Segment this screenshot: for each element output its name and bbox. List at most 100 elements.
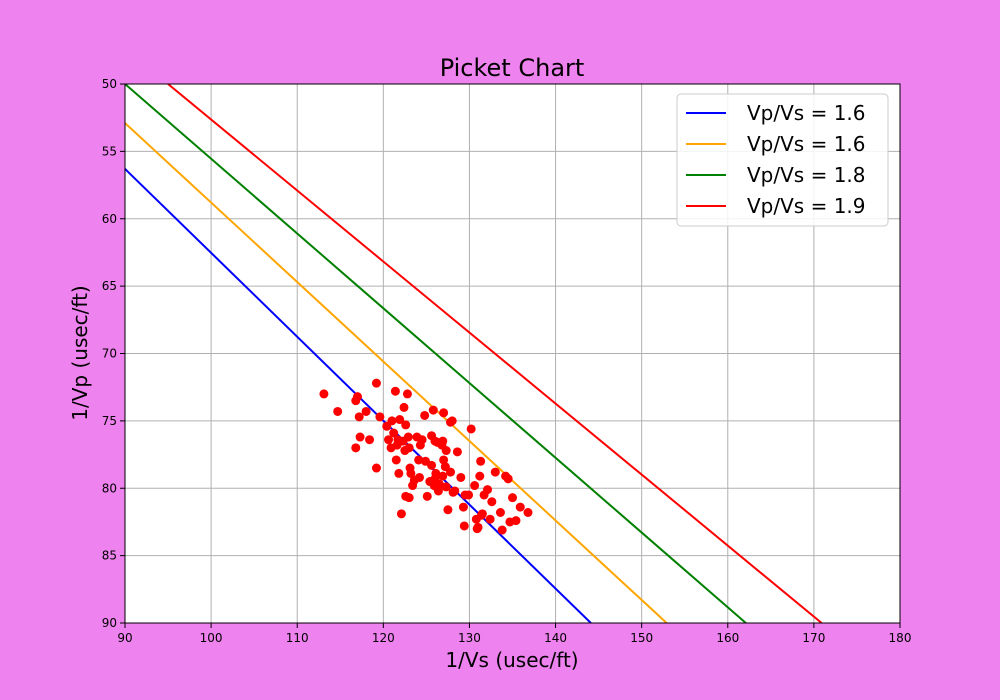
scatter-point: [441, 482, 451, 492]
scatter-point: [430, 474, 440, 484]
scatter-point: [515, 502, 525, 512]
scatter-point: [422, 491, 432, 501]
scatter-point: [466, 424, 476, 434]
scatter-point: [371, 378, 381, 388]
legend: Vp/Vs = 1.6 Vp/Vs = 1.6 Vp/Vs = 1.8 Vp/Vs =…: [676, 93, 889, 227]
scatter-point: [433, 486, 443, 496]
legend-label: Vp/Vs = 1.8: [747, 163, 866, 187]
scatter-point: [428, 405, 438, 415]
scatter-point: [441, 446, 451, 456]
scatter-point: [446, 467, 455, 477]
scatter-point: [394, 468, 404, 478]
axis-ticks: 90 100 110 120 130 140 150 160 170 180 50 55 60 65 70 7…: [102, 77, 912, 645]
scatter-point: [402, 389, 412, 399]
scatter-point: [387, 416, 397, 426]
x-tick-label: 130: [458, 631, 481, 645]
legend-box: [676, 93, 889, 227]
scatter-point: [503, 474, 513, 484]
scatter-point: [355, 432, 365, 442]
scatter-point: [389, 428, 399, 438]
picket-line-2: [125, 84, 747, 623]
scatter-point: [393, 435, 403, 445]
scatter-point: [456, 472, 466, 482]
scatter-point: [487, 497, 497, 507]
scatter-point: [365, 435, 375, 445]
y-tick-label: 80: [102, 481, 117, 495]
scatter-point: [460, 490, 470, 500]
scatter-point: [390, 386, 400, 396]
scatter-point: [472, 524, 482, 534]
scatter-point: [354, 412, 364, 422]
picket-lines: [125, 84, 823, 623]
scatter-point: [511, 516, 521, 526]
scatter-point: [391, 455, 401, 465]
y-tick-label: 60: [102, 212, 117, 226]
legend-label: Vp/Vs = 1.6: [747, 101, 866, 125]
x-tick-label: 120: [372, 631, 395, 645]
scatter-point: [439, 455, 449, 465]
scatter-point: [477, 509, 487, 519]
y-tick-label: 85: [102, 549, 117, 563]
y-tick-label: 65: [102, 279, 117, 293]
scatter-points: [319, 378, 533, 535]
scatter-point: [404, 493, 414, 503]
scatter-point: [414, 455, 424, 465]
x-tick-label: 160: [716, 631, 739, 645]
y-tick-label: 55: [102, 144, 117, 158]
x-tick-label: 110: [286, 631, 309, 645]
scatter-point: [497, 525, 507, 535]
y-tick-label: 90: [102, 616, 117, 630]
scatter-point: [386, 443, 396, 453]
scatter-point: [438, 471, 448, 481]
scatter-point: [371, 463, 381, 473]
scatter-point: [420, 410, 430, 420]
scatter-point: [483, 485, 493, 495]
scatter-point: [448, 487, 458, 497]
scatter-point: [470, 481, 480, 491]
x-tick-label: 100: [200, 631, 223, 645]
scatter-point: [476, 456, 486, 466]
x-tick-label: 180: [889, 631, 912, 645]
picket-line-3: [167, 84, 823, 623]
scatter-point: [361, 406, 371, 416]
scatter-point: [443, 505, 453, 515]
scatter-point: [452, 447, 462, 457]
scatter-point: [495, 508, 505, 518]
scatter-point: [475, 471, 485, 481]
scatter-point: [427, 460, 437, 470]
scatter-point: [384, 435, 393, 445]
scatter-point: [415, 440, 425, 450]
y-tick-label: 50: [102, 77, 117, 91]
scatter-point: [459, 521, 469, 531]
scatter-point: [396, 509, 406, 519]
scatter-point: [353, 392, 362, 402]
picket-line-1: [125, 122, 668, 623]
x-tick-label: 140: [544, 631, 567, 645]
scatter-point: [400, 446, 410, 456]
scatter-point: [446, 417, 455, 427]
y-tick-label: 75: [102, 414, 117, 428]
scatter-point: [508, 493, 517, 503]
x-tick-label: 150: [630, 631, 653, 645]
scatter-point: [401, 420, 411, 430]
legend-label: Vp/Vs = 1.9: [747, 194, 866, 218]
scatter-point: [490, 467, 500, 477]
scatter-point: [351, 443, 361, 453]
x-tick-label: 90: [117, 631, 132, 645]
y-axis-label: 1/Vp (usec/ft): [68, 285, 92, 420]
scatter-point: [375, 412, 385, 422]
scatter-point: [395, 415, 405, 425]
scatter-point: [439, 408, 449, 418]
x-tick-label: 170: [802, 631, 825, 645]
scatter-point: [523, 508, 533, 518]
x-axis-label: 1/Vs (usec/ft): [445, 648, 578, 672]
scatter-point: [403, 432, 413, 442]
scatter-point: [458, 502, 468, 512]
scatter-point: [438, 436, 448, 446]
y-tick-label: 70: [102, 347, 117, 361]
scatter-point: [485, 514, 495, 524]
scatter-point: [333, 406, 343, 416]
scatter-point: [399, 402, 409, 412]
scatter-point: [415, 472, 424, 482]
